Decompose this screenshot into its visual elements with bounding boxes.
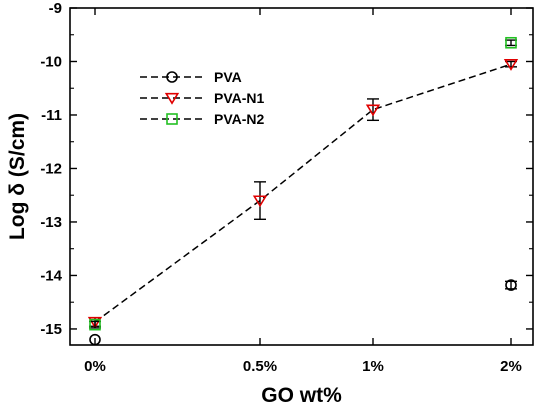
legend-marker: [164, 92, 180, 105]
y-tick-label: -15: [40, 321, 62, 338]
x-tick-label: 2%: [500, 358, 522, 375]
x-tick-label: 0%: [84, 358, 106, 375]
legend: PVA PVA-N1 PVA-N2: [140, 69, 265, 127]
series-pva-n2: [89, 36, 517, 331]
plot-frame: [69, 7, 534, 346]
legend-item-pva-n1: PVA-N1: [140, 90, 265, 106]
legend-item-pva: PVA: [140, 69, 242, 85]
data-point: [505, 279, 517, 291]
data-point: [89, 318, 101, 331]
x-axis-title: GO wt%: [261, 384, 342, 407]
series-line: [94, 63, 512, 323]
y-tick-label: -14: [40, 267, 62, 284]
y-tick-label: -13: [40, 214, 62, 231]
y-tick-label: -11: [41, 107, 62, 124]
data-point: [252, 195, 268, 208]
series-pva: [89, 279, 517, 346]
data-point: [503, 59, 519, 71]
y-tick-label: -9: [49, 0, 62, 17]
x-tick-label: 0.5%: [243, 358, 277, 375]
y-axis-title: Log δ (S/cm): [6, 113, 29, 240]
series-pva-n1: [87, 59, 519, 329]
series-layer: [87, 36, 519, 346]
y-tick-label: -12: [40, 160, 62, 177]
x-tick-label: 1%: [362, 358, 384, 375]
legend-label: PVA-N2: [214, 111, 265, 127]
data-point: [365, 104, 381, 117]
legend-label: PVA: [214, 69, 242, 85]
data-point: [505, 36, 517, 49]
legend-marker: [166, 71, 178, 83]
x-axis: 0% 0.5% 1% 2%: [84, 8, 522, 375]
data-point: [89, 333, 101, 346]
y-tick-label: -10: [40, 53, 62, 70]
data-point: [87, 316, 103, 329]
legend-label: PVA-N1: [214, 90, 265, 106]
legend-item-pva-n2: PVA-N2: [140, 111, 265, 127]
y-axis: -15 -14 -13 -12 -11 -10 -9: [40, 0, 533, 338]
plot-border: [69, 7, 534, 346]
legend-marker: [166, 113, 178, 125]
